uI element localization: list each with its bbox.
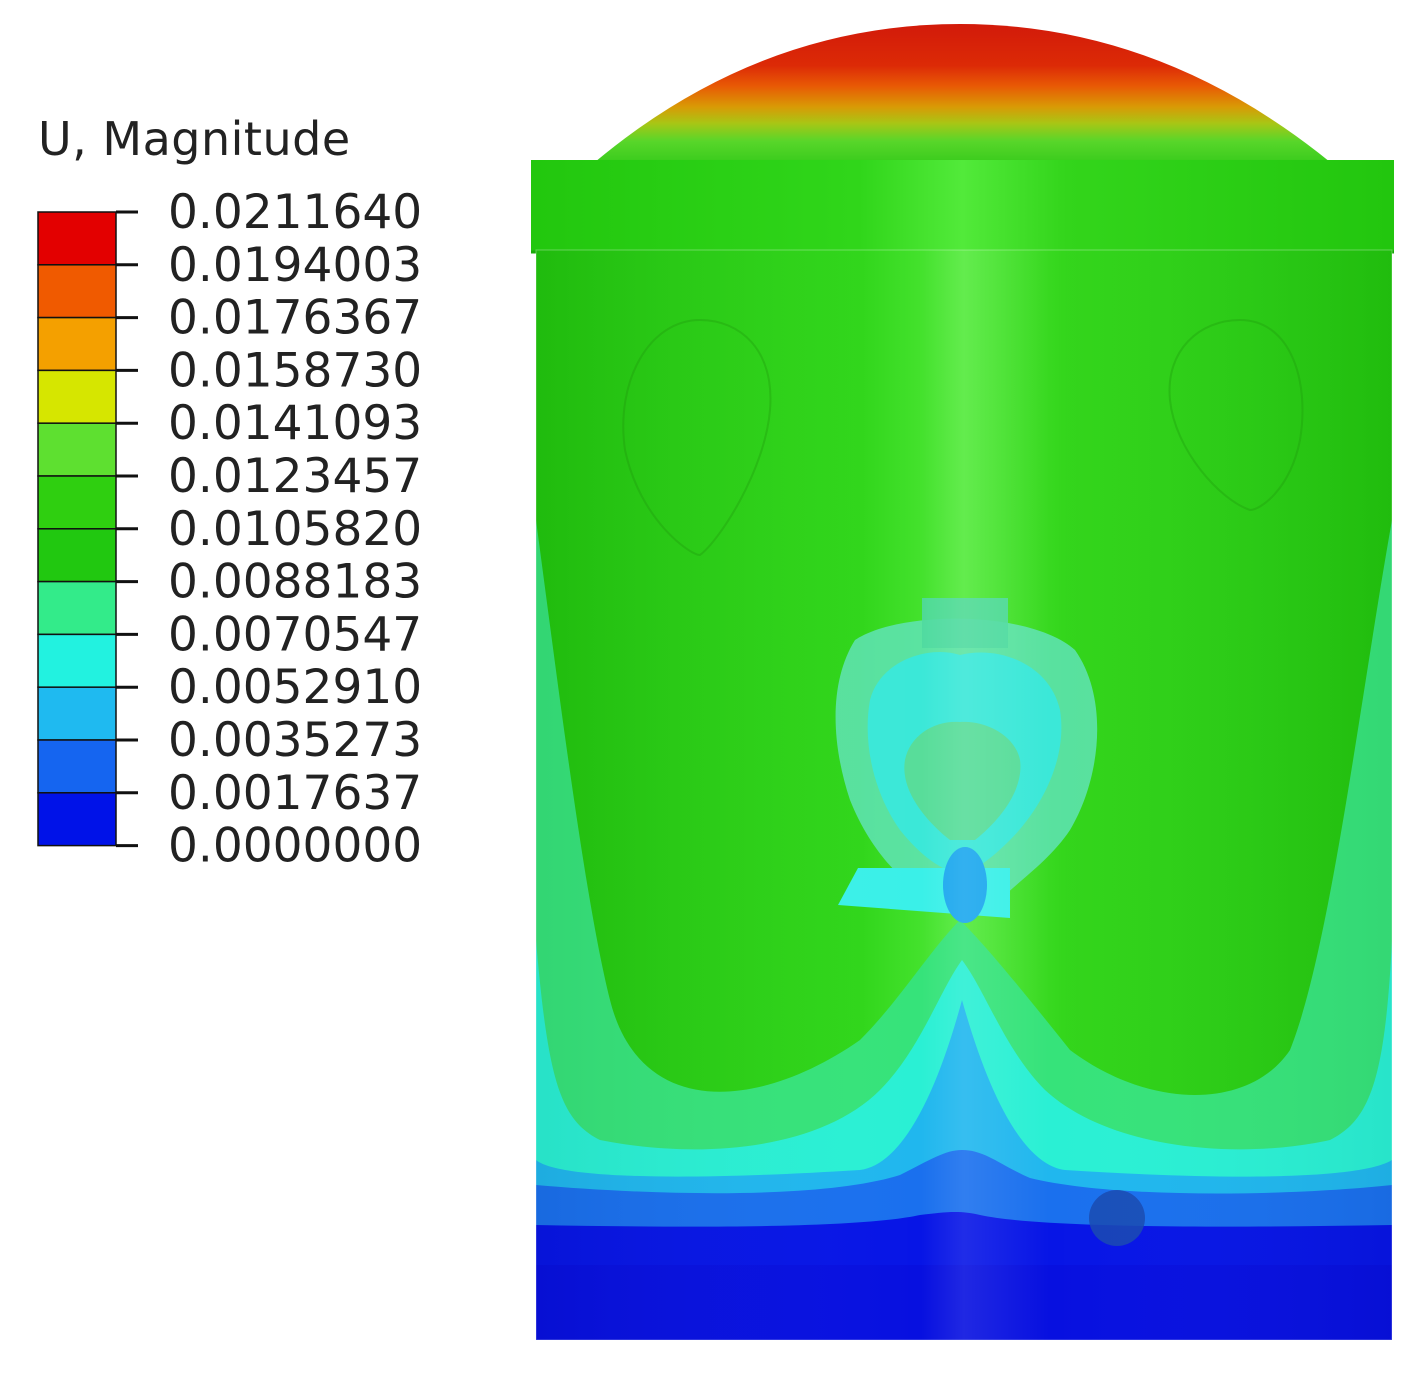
legend-value-label: 0.0000000: [168, 819, 422, 874]
color-scale: 0.02116400.01940030.01763670.01587300.01…: [37, 185, 422, 874]
legend-color-band: [37, 369, 117, 424]
legend-value-label: 0.0211640: [168, 185, 422, 240]
legend-title: U, Magnitude: [38, 112, 351, 166]
legend-color-band: [37, 264, 117, 319]
legend-value-label: 0.0141093: [168, 396, 422, 451]
legend-value-label: 0.0158730: [168, 343, 422, 398]
legend-value-label: 0.0194003: [168, 238, 422, 293]
contour-legend: U, Magnitude 0.0211640 0.0194003 0.0176367…: [0, 0, 520, 900]
dome-cap: [595, 24, 1330, 162]
legend-color-band: [37, 422, 117, 477]
legend-color-band: [37, 580, 117, 636]
legend-color-band: [37, 528, 117, 583]
legend-color-band: [37, 211, 117, 266]
legend-value-label: 0.0123457: [168, 449, 422, 504]
legend-color-band: [37, 792, 117, 847]
legend-value-label: 0.0070547: [168, 607, 422, 662]
legend-value-label: 0.0105820: [168, 502, 422, 557]
legend-value-label: 0.0088183: [168, 555, 422, 610]
legend-color-band: [37, 316, 117, 372]
legend-value-label: 0.0052910: [168, 660, 422, 715]
legend-color-band: [37, 739, 117, 794]
cylinder-body: [536, 250, 1392, 1340]
legend-value-label: 0.0176367: [168, 291, 422, 346]
legend-color-band: [37, 633, 117, 688]
displacement-contour-plot: [531, 24, 1394, 1341]
top-flange: [531, 160, 1394, 252]
legend-color-band: [37, 475, 117, 530]
legend-value-label: 0.0035273: [168, 713, 422, 768]
legend-color-band: [37, 686, 117, 741]
legend-value-label: 0.0017637: [168, 766, 422, 821]
